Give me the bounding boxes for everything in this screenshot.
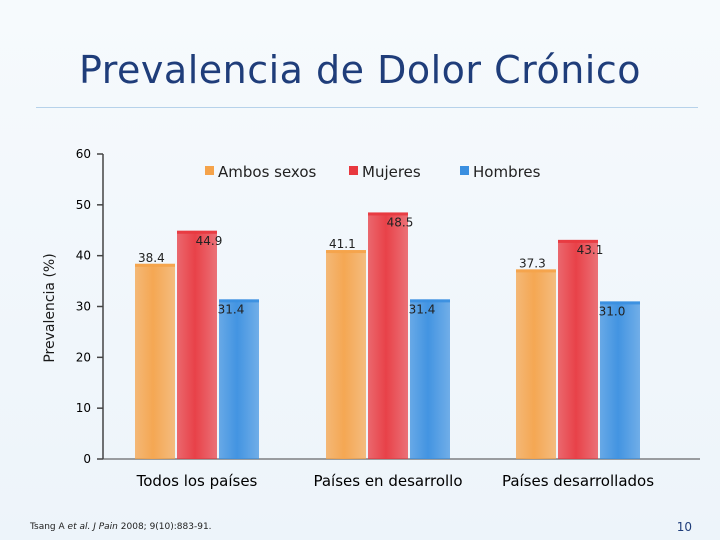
citation-author: Tsang A <box>30 522 65 532</box>
bar-cap-hombres-1 <box>410 299 450 303</box>
data-label-ambos-1: 41.1 <box>329 237 356 251</box>
y-tick-label-10: 10 <box>76 401 91 415</box>
category-label-0: Todos los países <box>136 472 258 490</box>
slide-title: Prevalencia de Dolor Crónico <box>79 48 641 92</box>
data-label-ambos-0: 38.4 <box>138 251 165 265</box>
data-label-mujeres-0: 44.9 <box>196 234 223 248</box>
y-tick-label-0: 0 <box>83 452 91 466</box>
bar-ambos-1 <box>326 250 366 459</box>
legend-label-hombres: Hombres <box>473 163 541 181</box>
citation-details: 2008; 9(10):883-91. <box>120 522 212 532</box>
bar-hombres-2 <box>600 301 640 459</box>
y-tick-label-50: 50 <box>76 198 91 212</box>
citation: Tsang A et al. J Pain 2008; 9(10):883-91… <box>30 522 212 532</box>
bar-cap-ambos-1 <box>326 250 366 254</box>
bar-cap-ambos-2 <box>516 269 556 273</box>
bar-cap-mujeres-2 <box>558 239 598 243</box>
y-tick-label-40: 40 <box>76 249 91 263</box>
bar-cap-hombres-2 <box>600 301 640 305</box>
data-label-mujeres-1: 48.5 <box>387 215 414 229</box>
citation-etal: et al. <box>67 522 91 532</box>
bar-mujeres-1 <box>368 212 408 459</box>
title-divider <box>36 107 698 108</box>
bar-cap-hombres-0 <box>219 299 259 303</box>
legend-label-mujeres: Mujeres <box>362 163 421 181</box>
bar-mujeres-2 <box>558 239 598 459</box>
y-tick-label-20: 20 <box>76 350 91 364</box>
legend-swatch-hombres <box>460 166 469 175</box>
y-tick-label-30: 30 <box>76 300 91 314</box>
bar-ambos-2 <box>516 269 556 459</box>
data-label-hombres-2: 31.0 <box>599 304 626 318</box>
bar-cap-mujeres-1 <box>368 212 408 216</box>
citation-journal: J Pain <box>93 522 118 532</box>
bar-cap-mujeres-0 <box>177 230 217 234</box>
y-tick-label-60: 60 <box>76 147 91 161</box>
legend-swatch-ambos <box>205 166 214 175</box>
chart-legend: Ambos sexos Mujeres Hombres <box>205 163 541 181</box>
bar-mujeres-0 <box>177 230 217 459</box>
category-label-1: Países en desarrollo <box>313 472 462 490</box>
bar-ambos-0 <box>135 263 175 459</box>
category-label-2: Países desarrollados <box>502 472 654 490</box>
bar-hombres-1 <box>410 299 450 459</box>
bar-hombres-0 <box>219 299 259 459</box>
page-number: 10 <box>676 520 692 534</box>
chart-data-labels: 38.4 44.9 31.4 Todos los países 41.1 48.5 31.4… <box>136 215 655 490</box>
data-label-mujeres-2: 43.1 <box>577 243 604 257</box>
data-label-hombres-1: 31.4 <box>409 302 436 316</box>
legend-label-ambos: Ambos sexos <box>218 163 317 181</box>
y-axis-title: Prevalencia (%) <box>42 253 58 362</box>
data-label-ambos-2: 37.3 <box>519 256 546 270</box>
data-label-hombres-0: 31.4 <box>218 302 245 316</box>
chart-bars <box>135 212 640 459</box>
legend-swatch-mujeres <box>349 166 358 175</box>
bar-cap-ambos-0 <box>135 263 175 267</box>
